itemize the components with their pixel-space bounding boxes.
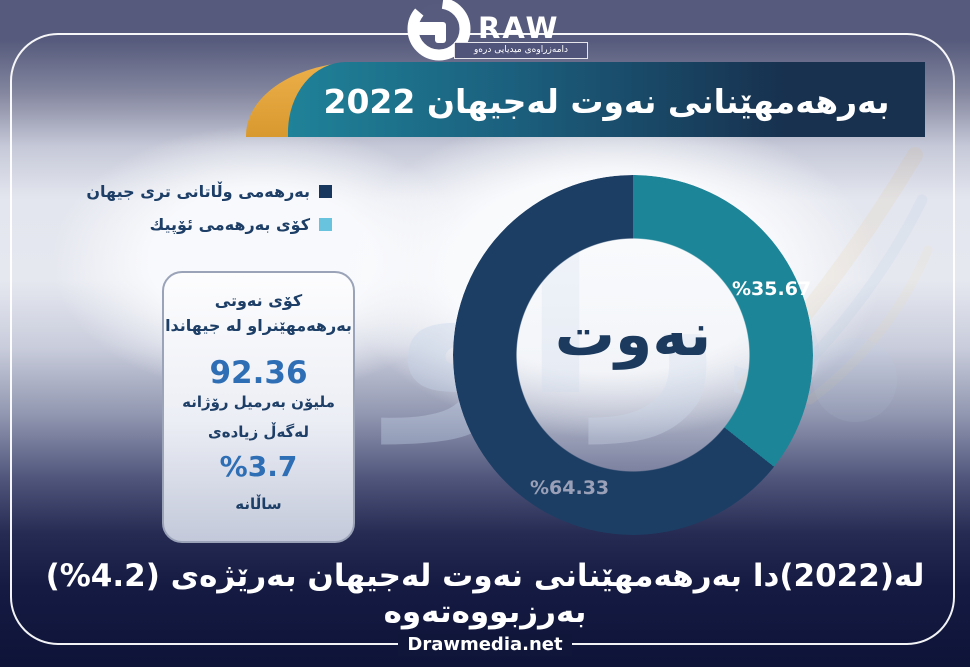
production-value: 92.36 bbox=[209, 354, 308, 391]
header-banner: بەرهەمهێنانی نەوت لەجیهان 2022 bbox=[288, 62, 925, 137]
donut-center-label: نەوت bbox=[554, 300, 712, 370]
card-line-1: کۆی نەوتی bbox=[214, 291, 303, 310]
chart-legend: بەرهەمی وڵاتانی تری جیهان کۆی بەرهەمی ئۆ… bbox=[86, 182, 332, 248]
total-production-card: کۆی نەوتی بەرهەمهێنراو لە جیهاندا 92.36 … bbox=[162, 271, 355, 543]
legend-swatch-navy bbox=[319, 185, 332, 198]
slice-label-opec: %35.67 bbox=[732, 278, 812, 300]
card-line-2: بەرهەمهێنراو لە جیهاندا bbox=[165, 315, 352, 335]
legend-label: کۆی بەرهەمی ئۆپیك bbox=[149, 215, 310, 234]
increase-percent: %3.7 bbox=[219, 449, 298, 483]
production-unit: ملیۆن بەرمیل رۆژانە bbox=[182, 392, 335, 411]
increase-intro: لەگەڵ زیادەی bbox=[208, 423, 309, 442]
footer: Drawmedia.net bbox=[0, 634, 970, 656]
donut-chart bbox=[453, 175, 813, 535]
website-url: Drawmedia.net bbox=[398, 634, 572, 656]
draw-logo-icon bbox=[407, 0, 471, 61]
slice-label-world: %64.33 bbox=[530, 477, 610, 499]
draw-logo: RAW دامەزراوەی میدیایی درەو bbox=[404, 0, 604, 64]
logo-brand-text: RAW bbox=[478, 11, 560, 45]
legend-swatch-lightblue bbox=[319, 218, 332, 231]
legend-label: بەرهەمی وڵاتانی تری جیهان bbox=[86, 182, 310, 201]
legend-item-other-countries: بەرهەمی وڵاتانی تری جیهان bbox=[86, 182, 332, 201]
legend-item-opec: کۆی بەرهەمی ئۆپیك bbox=[120, 215, 332, 234]
increase-period: ساڵانە bbox=[235, 494, 282, 513]
logo-tagline: دامەزراوەی میدیایی درەو bbox=[454, 42, 588, 59]
page-title: بەرهەمهێنانی نەوت لەجیهان 2022 bbox=[323, 82, 890, 121]
summary-statement: لە(2022)دا بەرهەمهێنانی نەوت لەجیهان بەر… bbox=[45, 558, 925, 630]
